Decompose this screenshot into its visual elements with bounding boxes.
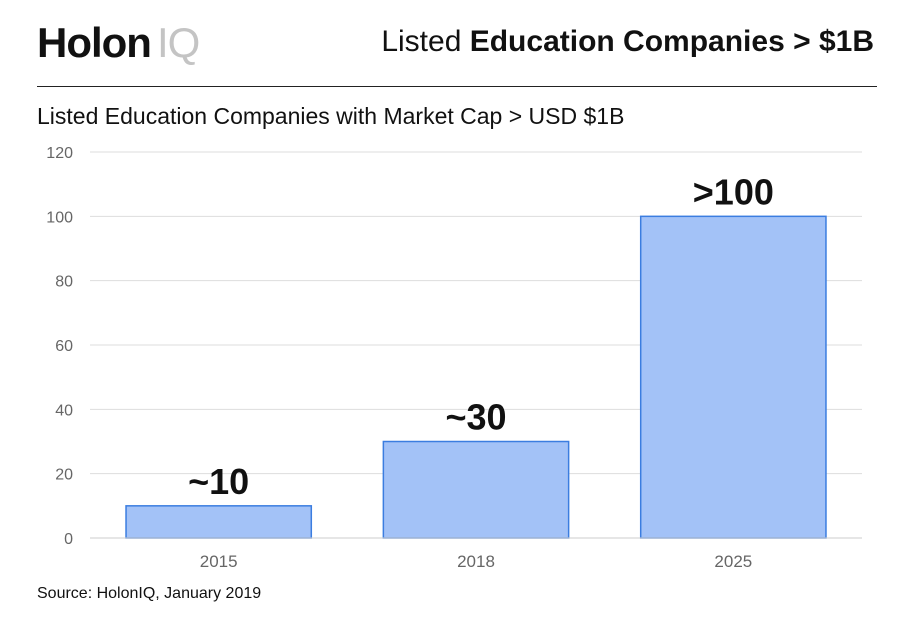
y-tick-label: 100 xyxy=(46,209,73,226)
x-tick-label: 2015 xyxy=(200,552,238,571)
data-label: ~10 xyxy=(188,461,249,502)
bar-2018 xyxy=(382,440,570,539)
bar-2015 xyxy=(125,505,313,539)
page-title-light: Listed xyxy=(381,25,470,58)
holoniq-logo: Holon IQ xyxy=(37,18,200,68)
bar-2025 xyxy=(639,215,827,539)
source-note: Source: HolonIQ, January 2019 xyxy=(37,585,262,602)
y-tick-label: 80 xyxy=(55,274,73,291)
page-title: Listed Education Companies > $1B xyxy=(381,22,874,62)
x-tick-label: 2018 xyxy=(457,552,495,571)
y-tick-label: 20 xyxy=(55,467,73,484)
header-divider xyxy=(37,86,877,87)
y-tick-label: 0 xyxy=(64,531,73,548)
chart-title: Listed Education Companies with Market C… xyxy=(37,103,625,129)
y-tick-label: 120 xyxy=(46,145,73,162)
logo-primary: Holon xyxy=(37,19,152,66)
logo-secondary: IQ xyxy=(156,19,200,66)
page-title-bold: Education Companies > $1B xyxy=(469,25,874,58)
y-tick-label: 60 xyxy=(55,338,73,355)
x-tick-label: 2025 xyxy=(714,552,752,571)
data-label: >100 xyxy=(693,171,774,212)
y-tick-label: 40 xyxy=(55,402,73,419)
data-label: ~30 xyxy=(445,397,506,438)
